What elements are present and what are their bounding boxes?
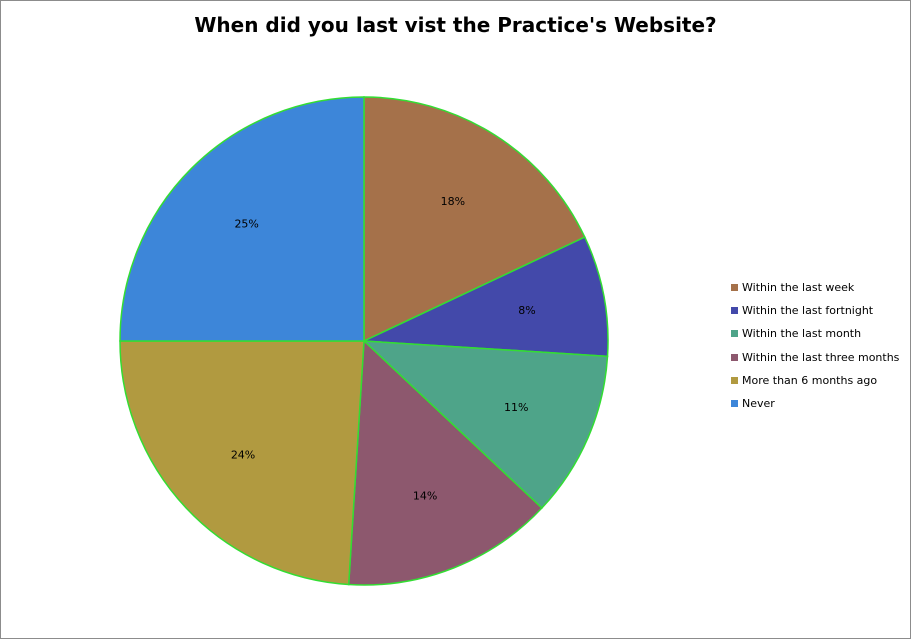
- slice-data-label-0: 18%: [441, 195, 465, 208]
- legend-swatch: [731, 353, 738, 361]
- legend-label: Never: [742, 397, 775, 411]
- slice-data-label-3: 14%: [413, 489, 437, 502]
- legend: Within the last week Within the last fort…: [731, 276, 899, 415]
- legend-item-0: Within the last week: [731, 276, 899, 299]
- pie-slice-1: [363, 236, 609, 358]
- legend-item-3: Within the last three months: [731, 346, 899, 369]
- pie-slice-5: [119, 96, 365, 342]
- slice-data-label-1: 8%: [518, 304, 535, 317]
- slice-data-label-4: 24%: [231, 449, 255, 462]
- chart-title: When did you last vist the Practice's We…: [194, 13, 717, 37]
- legend-item-1: Within the last fortnight: [731, 299, 899, 322]
- legend-item-5: Never: [731, 392, 899, 415]
- legend-swatch: [731, 307, 738, 315]
- legend-item-2: Within the last month: [731, 322, 899, 345]
- slice-data-label-5: 25%: [234, 218, 258, 231]
- legend-swatch: [731, 376, 738, 384]
- legend-label: Within the last week: [742, 281, 855, 295]
- legend-swatch: [731, 284, 738, 292]
- pie-slice-2: [361, 340, 609, 510]
- slice-data-label-2: 11%: [504, 401, 528, 414]
- legend-swatch: [731, 400, 738, 408]
- pie-slice-4: [119, 340, 365, 586]
- pie-slice-3: [347, 339, 543, 586]
- legend-swatch: [731, 330, 738, 338]
- legend-item-4: More than 6 months ago: [731, 369, 899, 392]
- legend-label: Within the last month: [742, 327, 862, 341]
- legend-label: Within the last three months: [742, 350, 900, 364]
- pie-slice-0: [363, 96, 586, 343]
- legend-label: Within the last fortnight: [742, 304, 874, 318]
- legend-label: More than 6 months ago: [742, 373, 878, 387]
